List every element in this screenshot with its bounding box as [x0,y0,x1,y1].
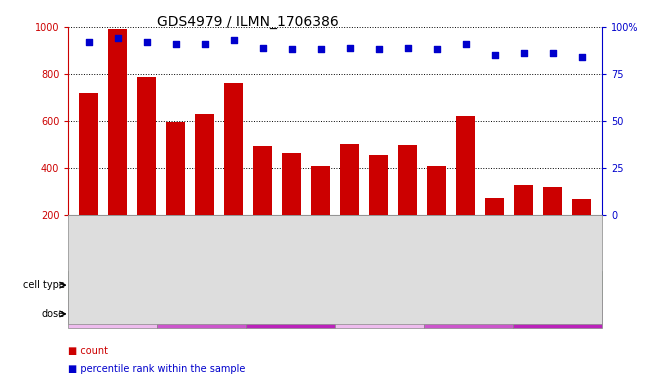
Point [402,45,413,51]
Point [316,46,326,53]
Bar [424,300,513,328]
Point [547,50,558,56]
Text: 0 uM lapatinib: 0 uM lapatinib [81,310,145,318]
Point [286,46,297,53]
Point [374,46,384,53]
Point [490,52,500,58]
Bar [68,271,335,300]
Bar [398,145,417,262]
Point [199,41,210,47]
Point [519,50,529,56]
Point [258,45,268,51]
Bar [369,155,388,262]
Text: ■ count: ■ count [68,346,108,356]
Text: dose: dose [42,309,65,319]
Point [344,45,355,51]
Bar [137,78,156,262]
Bar [246,300,335,328]
Bar [108,29,127,262]
Bar [311,166,330,262]
Bar [158,300,246,328]
Point [83,39,94,45]
Text: 1 uM lapatinib: 1 uM lapatinib [258,310,323,318]
Text: 0 uM lapatinib: 0 uM lapatinib [348,310,412,318]
Text: lapatinib sensitive: lapatinib sensitive [154,280,249,290]
Bar [544,187,562,262]
Bar [195,114,214,262]
Bar [514,185,533,262]
Text: GDS4979 / ILMN_1706386: GDS4979 / ILMN_1706386 [156,15,339,29]
Bar [68,300,158,328]
Text: ■ percentile rank within the sample: ■ percentile rank within the sample [68,364,245,374]
Point [141,39,152,45]
Point [229,37,239,43]
Bar [166,122,185,262]
Bar [427,166,446,262]
Bar [283,154,301,262]
Text: lapatinib resistant: lapatinib resistant [421,280,516,290]
Point [171,41,181,47]
Point [577,54,587,60]
Bar [79,93,98,262]
Bar [335,271,602,300]
Text: 0.1 uM lapatinib: 0.1 uM lapatinib [165,310,238,318]
Bar [572,199,591,262]
Text: 1 uM lapatinib: 1 uM lapatinib [525,310,590,318]
Point [432,46,442,53]
Bar [335,300,424,328]
Point [461,41,471,47]
Point [113,35,123,41]
Bar [486,198,505,262]
Bar [513,300,602,328]
Text: cell type: cell type [23,280,65,290]
Bar [340,144,359,262]
Bar [225,83,243,262]
Bar [456,116,475,262]
Text: 0.1 uM lapatinib: 0.1 uM lapatinib [432,310,505,318]
Bar [253,146,272,262]
